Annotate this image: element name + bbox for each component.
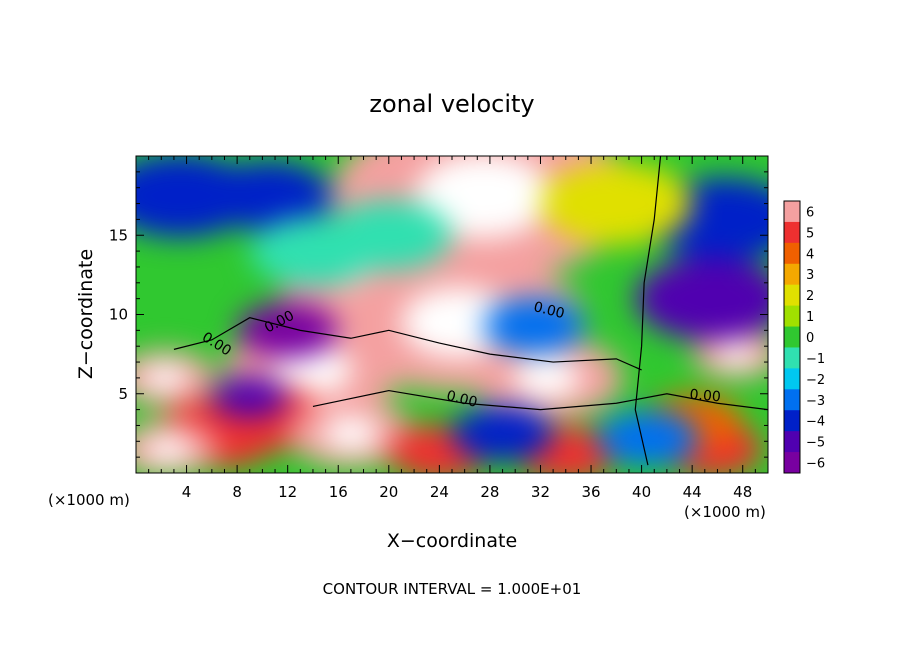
x-unit-left: (×1000 m) <box>48 491 130 509</box>
x-tick-label: 16 <box>329 483 348 501</box>
zero-contour-line <box>634 156 662 466</box>
colorbar-swatch <box>784 452 800 474</box>
field-blob <box>211 376 288 418</box>
field-blob <box>597 410 699 466</box>
contour-label: 0.00 <box>689 387 721 406</box>
colorbar-frame <box>783 200 801 474</box>
colorbar-label: 0 <box>806 331 814 346</box>
y-axis-ticks: 5 10 15 <box>109 171 768 458</box>
x-tick-label: 4 <box>182 483 192 501</box>
zero-contour-line <box>173 317 642 371</box>
colorbar-swatch <box>784 389 800 411</box>
colorbar-swatch <box>784 221 800 244</box>
x-tick-label: 8 <box>232 483 242 501</box>
plot-field <box>136 156 768 473</box>
x-tick-label: 20 <box>379 483 398 501</box>
field-blob-core <box>415 156 552 239</box>
colorbar-swatch <box>784 263 800 286</box>
colorbar-label: 1 <box>806 310 814 325</box>
zero-contours <box>173 156 768 466</box>
x-tick-label: 32 <box>531 483 550 501</box>
zero-contour-line <box>312 389 768 411</box>
field-blob <box>249 216 377 286</box>
x-axis-ticks: 4 8 12 16 20 24 28 32 36 40 44 48 <box>148 156 756 501</box>
colorbar-swatch <box>784 368 800 390</box>
field-blob <box>483 297 585 354</box>
field-blob-core <box>512 356 581 400</box>
field-blob-core <box>322 415 380 452</box>
colorbar-label: 3 <box>806 268 814 283</box>
x-tick-label: 36 <box>581 483 600 501</box>
colorbar-label: 6 <box>806 205 814 220</box>
field-blob-core <box>144 435 191 464</box>
colorbar-label: −4 <box>806 415 825 430</box>
colorbar-swatch <box>784 326 800 348</box>
colorbar-swatch <box>784 284 800 307</box>
field-blob <box>635 256 768 341</box>
x-tick-label: 28 <box>480 483 499 501</box>
y-axis-label: Z−coordinate <box>75 249 97 379</box>
colorbar-label: −3 <box>806 394 825 409</box>
field-blob <box>452 405 554 462</box>
colorbar-label: 4 <box>806 247 814 262</box>
field-blob <box>540 161 693 246</box>
y-tick-label: 10 <box>109 306 128 324</box>
field-blob-core <box>142 363 188 393</box>
contour-label: 0.00 <box>532 299 566 322</box>
x-unit-right: (×1000 m) <box>684 503 766 521</box>
y-tick-label: 5 <box>118 385 128 403</box>
x-tick-label: 48 <box>733 483 752 501</box>
contour-interval-note: CONTOUR INTERVAL = 1.000E+01 <box>323 580 582 598</box>
colorbar-swatch <box>784 431 800 453</box>
colorbar-label: −6 <box>806 457 825 472</box>
colorbar-label: −5 <box>806 436 825 451</box>
x-tick-label: 40 <box>632 483 651 501</box>
chart-title: zonal velocity <box>369 90 534 118</box>
colorbar-label: 5 <box>806 226 814 241</box>
colorbar-swatch <box>784 305 800 328</box>
contour-label: 0.00 <box>445 388 479 411</box>
colorbar-swatch <box>784 410 800 432</box>
x-axis-label: X−coordinate <box>387 530 517 552</box>
colorbar-label: −2 <box>806 373 825 388</box>
colorbar-swatch <box>784 201 800 223</box>
colorbar: 6 5 4 3 2 1 0 −1 −2 −3 −4 −5 −6 <box>783 200 825 474</box>
x-tick-label: 24 <box>430 483 449 501</box>
colorbar-swatch <box>784 242 800 265</box>
colorbar-swatch <box>784 347 800 369</box>
x-tick-label: 44 <box>683 483 702 501</box>
field-blob <box>205 160 332 231</box>
field-blob <box>237 302 339 359</box>
y-tick-label: 15 <box>109 226 128 244</box>
field-blob-core <box>716 341 757 367</box>
colorbar-label: 2 <box>806 289 814 304</box>
colorbar-label: −1 <box>806 352 825 367</box>
x-tick-label: 12 <box>278 483 297 501</box>
